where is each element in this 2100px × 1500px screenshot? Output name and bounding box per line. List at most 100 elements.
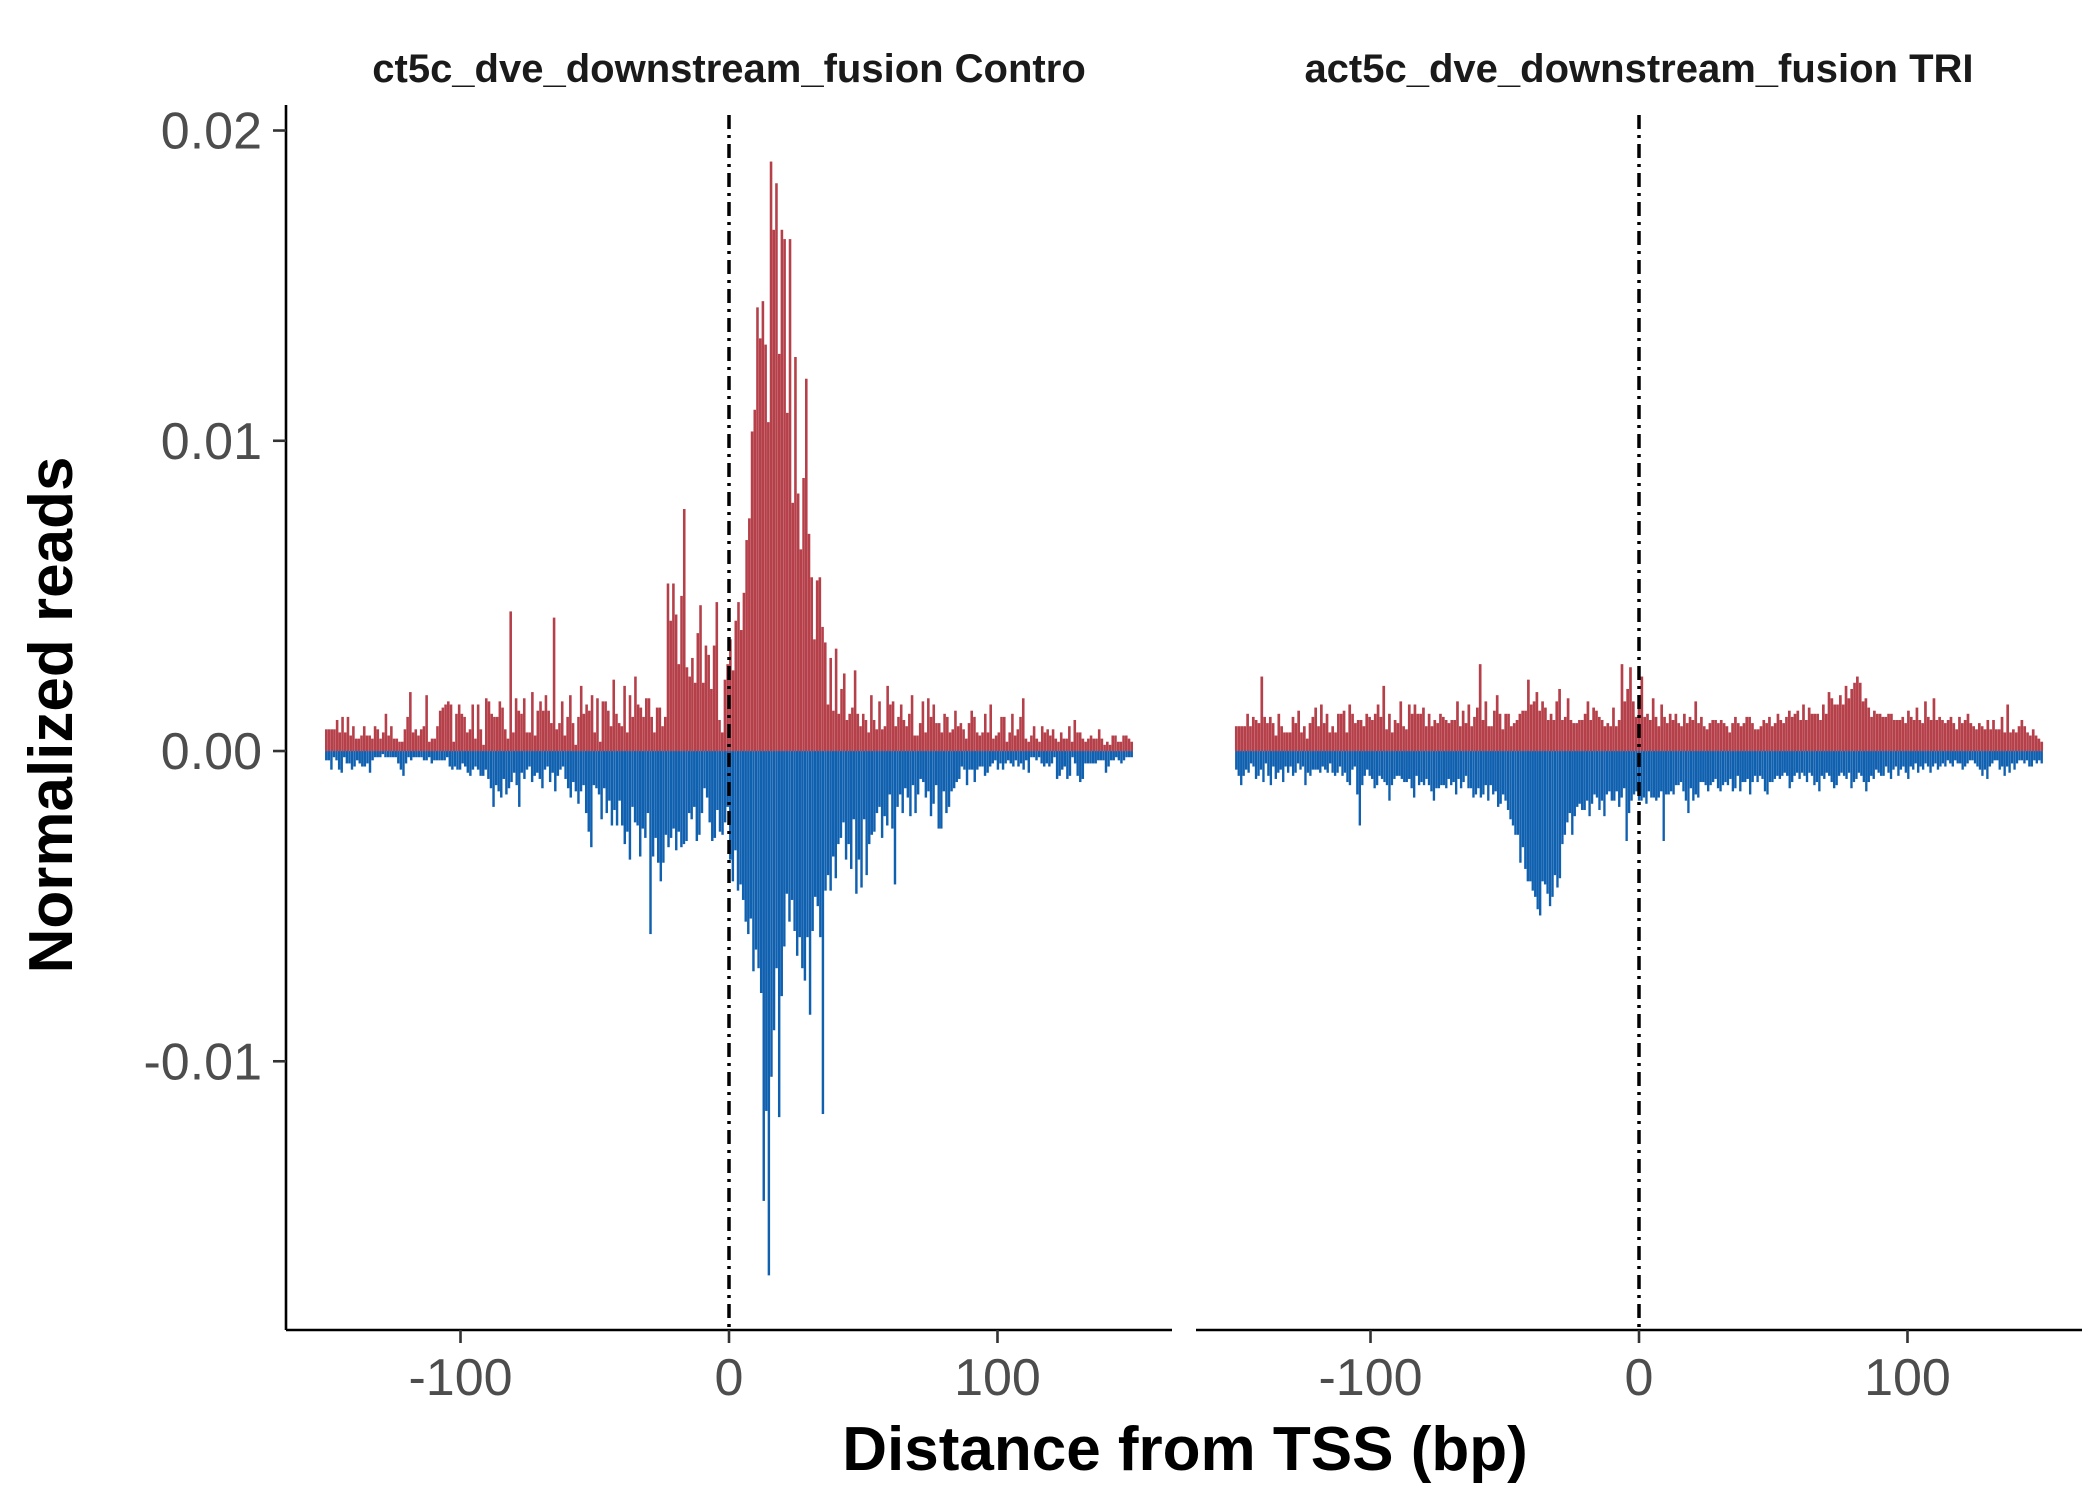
plus-strand-bar — [1736, 723, 1740, 752]
minus-strand-bar — [1998, 751, 2001, 770]
plus-strand-bar — [1125, 735, 1128, 752]
minus-strand-bar — [1079, 751, 1082, 783]
minus-strand-bar — [1321, 751, 1324, 767]
plus-strand-bar — [1924, 701, 1927, 752]
minus-strand-bar — [1709, 751, 1712, 786]
plus-strand-bar — [1106, 741, 1109, 752]
minus-strand-bar — [852, 751, 856, 820]
minus-strand-bar — [353, 751, 356, 767]
plus-strand-bar — [1371, 720, 1374, 752]
minus-strand-bar — [2003, 751, 2006, 776]
minus-strand-bar — [1632, 751, 1636, 795]
plus-strand-bar — [414, 729, 418, 752]
plus-strand-bar — [1266, 723, 1269, 752]
plus-strand-bar — [531, 692, 534, 752]
panel-control: ct5c_dve_downstream_fusion Contro -0.01 0… — [143, 47, 1172, 1407]
minus-strand-bar — [566, 751, 570, 789]
minus-strand-bar — [386, 751, 390, 758]
minus-strand-bar — [795, 751, 799, 956]
minus-strand-bar — [1514, 751, 1517, 835]
minus-strand-bar — [510, 751, 513, 783]
minus-strand-bar — [1366, 751, 1369, 770]
minus-strand-bar — [615, 751, 619, 826]
minus-strand-bar — [705, 751, 709, 798]
minus-strand-bar — [1405, 751, 1408, 783]
plus-strand-bar — [1677, 723, 1681, 752]
minus-strand-bar — [631, 751, 634, 807]
plus-strand-bar — [864, 720, 868, 752]
plus-strand-bar — [1541, 701, 1544, 752]
minus-strand-bar — [901, 751, 904, 814]
minus-strand-bar — [1763, 751, 1767, 792]
minus-strand-bar — [497, 751, 500, 792]
plus-strand-bar — [1725, 726, 1729, 752]
plus-strand-bar — [1529, 704, 1533, 752]
plus-strand-bar — [430, 738, 434, 752]
plus-strand-bar — [2006, 704, 2010, 752]
plus-strand-bar — [715, 602, 719, 752]
minus-strand-bar — [476, 751, 480, 770]
plus-strand-bar — [1254, 720, 1258, 752]
plus-strand-bar — [1504, 713, 1508, 752]
plus-strand-bar — [1130, 741, 1134, 752]
minus-strand-bar — [1348, 751, 1352, 786]
minus-strand-bar — [332, 751, 336, 758]
plus-strand-bar — [1461, 710, 1465, 752]
minus-strand-bar — [1351, 751, 1354, 770]
plus-strand-bar — [552, 617, 556, 752]
minus-strand-bar — [999, 751, 1002, 764]
plus-strand-bar — [983, 713, 987, 752]
minus-strand-bar — [1623, 751, 1626, 789]
plus-strand-bar — [1456, 701, 1459, 752]
plus-strand-bar — [558, 723, 561, 752]
plus-strand-bar — [449, 704, 453, 752]
minus-strand-bar — [968, 751, 971, 770]
minus-strand-bar — [775, 751, 778, 969]
plus-strand-bar — [596, 698, 599, 752]
plus-strand-bar — [989, 704, 992, 752]
minus-strand-bar — [685, 751, 688, 841]
minus-strand-bar — [1665, 751, 1668, 795]
minus-strand-bar — [394, 751, 397, 758]
minus-strand-bar — [1756, 751, 1759, 783]
minus-strand-bar — [793, 751, 796, 931]
plus-strand-bar — [1878, 713, 1882, 752]
plus-strand-bar — [764, 344, 767, 752]
minus-strand-bar — [345, 751, 349, 764]
minus-strand-bar — [1306, 751, 1310, 773]
plus-strand-bar — [1413, 704, 1417, 752]
minus-strand-bar — [1089, 751, 1092, 764]
minus-strand-bar — [425, 751, 428, 761]
minus-strand-bar — [783, 751, 786, 947]
minus-strand-bar — [646, 751, 650, 814]
plus-strand-bar — [674, 614, 678, 752]
plus-strand-bar — [777, 353, 781, 752]
minus-strand-bar — [1252, 751, 1255, 767]
minus-strand-bar — [492, 751, 495, 807]
plus-strand-bar — [823, 642, 827, 752]
minus-strand-bar — [626, 751, 629, 832]
minus-strand-bar — [1860, 751, 1863, 776]
plus-strand-bar — [1388, 713, 1391, 752]
plus-strand-bar — [1617, 720, 1621, 752]
minus-strand-bar — [1326, 751, 1329, 773]
plus-strand-bar — [466, 732, 469, 752]
minus-strand-bar — [651, 751, 655, 857]
plus-strand-bar — [1824, 713, 1828, 752]
minus-strand-bar — [399, 751, 403, 770]
minus-strand-bar — [371, 751, 374, 761]
plus-strand-bar — [1237, 726, 1241, 752]
plus-strand-bar — [536, 710, 540, 752]
plus-strand-bar — [2023, 726, 2027, 752]
plus-strand-bar — [650, 716, 653, 752]
plus-strand-bar — [474, 738, 477, 752]
plus-strand-bar — [620, 726, 624, 752]
minus-strand-bar — [633, 751, 637, 823]
plus-strand-bar — [1753, 729, 1757, 752]
plus-strand-bar — [954, 710, 957, 752]
minus-strand-bar — [1130, 751, 1133, 758]
plus-strand-bar — [1785, 716, 1788, 752]
plus-strand-bar — [861, 713, 865, 752]
minus-strand-bar — [404, 751, 408, 764]
plus-strand-bar — [574, 744, 578, 752]
